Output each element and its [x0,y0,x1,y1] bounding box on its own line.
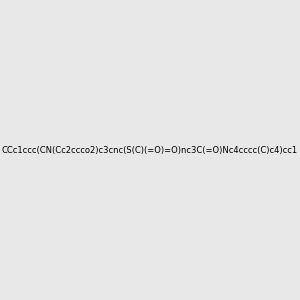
Text: CCc1ccc(CN(Cc2ccco2)c3cnc(S(C)(=O)=O)nc3C(=O)Nc4cccc(C)c4)cc1: CCc1ccc(CN(Cc2ccco2)c3cnc(S(C)(=O)=O)nc3… [2,146,298,154]
